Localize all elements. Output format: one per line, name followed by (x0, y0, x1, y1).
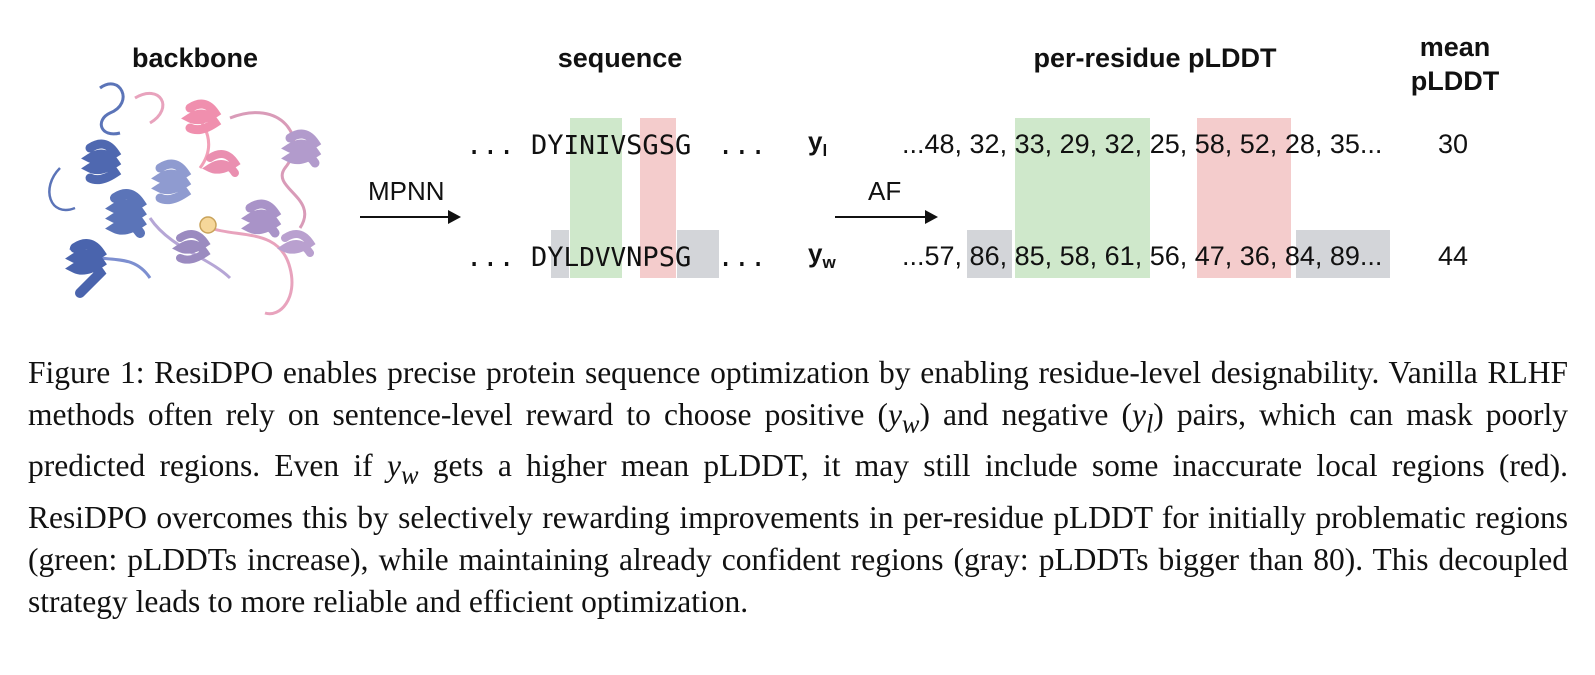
header-mean-line2: pLDDT (1410, 66, 1500, 96)
figure-caption: Figure 1: ResiDPO enables precise protei… (28, 352, 1568, 623)
seq-yw-suffix: ... (701, 242, 767, 273)
header-backbone: backbone (131, 43, 259, 73)
plddt-yw-highlight-gray2 (1296, 230, 1390, 278)
label-yl-main: y (808, 126, 823, 156)
seq-yw-green: LDVV (563, 243, 627, 273)
seq-yw-highlight-gray2 (677, 230, 719, 278)
header-per-residue-plddt: per-residue pLDDT (1033, 43, 1277, 73)
caption-yw-1-main: y (887, 397, 902, 432)
seq-yw-prefix: ... D (466, 242, 548, 273)
seq-yl-prefix: ... DY (466, 130, 564, 161)
plddt-yw-red: 47, 36, (1194, 241, 1278, 271)
seq-yw-highlight-gray1 (551, 230, 569, 278)
seq-yl-red: SG (626, 130, 659, 161)
plddt-yl-green: 33, 29, 32, (1014, 129, 1143, 159)
caption-part1: Figure 1: ResiDPO enables precise protei… (28, 355, 1568, 432)
caption-part3: ) pairs, which can mask poorly predicted… (28, 397, 1568, 484)
plddt-yw-green: 85, 58, 61, (1007, 241, 1143, 271)
plddt-highlight-green (1015, 118, 1150, 278)
figure: backbone sequence per-residue pLDDT mean… (48, 30, 1510, 316)
header-mean-line1: mean (1419, 32, 1491, 62)
header-mean-plddt: mean pLDDT (1400, 30, 1510, 98)
caption-part2: ) and negative ( (919, 397, 1132, 432)
seq-yl-green: INIV (563, 131, 627, 161)
plddt-yw-highlight-gray1 (967, 230, 1012, 278)
plddt-yw-gray2: 84, 89... (1277, 241, 1383, 271)
plddt-yw-b: 56, (1142, 241, 1195, 271)
sequence-yw: ... DYLDVVNPSG ... (466, 242, 766, 273)
label-yw-main: y (808, 238, 823, 268)
mean-plddt-yl: 30 (1438, 129, 1469, 159)
seq-yw-gray1: Y (547, 242, 564, 273)
arrow-af-head (925, 210, 938, 224)
plddt-yw-gray1: 86, (969, 241, 1008, 271)
plddt-yl-a: ...48, 32, (902, 129, 1015, 159)
caption-yw-1: yw (887, 397, 920, 438)
arrow-mpnn-head (448, 210, 461, 224)
seq-highlight-green (570, 118, 622, 278)
seq-yl-end: SG (658, 130, 692, 161)
caption-yw-2: yw (386, 448, 419, 489)
plddt-yw: ...57, 86, 85, 58, 61, 56, 47, 36, 84, 8… (902, 241, 1382, 272)
seq-highlight-red (640, 118, 676, 278)
caption-part4: gets a higher mean pLDDT, it may still i… (28, 448, 1568, 619)
label-yl-sub: l (822, 141, 828, 161)
caption-yw-1-sub: w (901, 409, 920, 439)
header-sequence: sequence (557, 43, 683, 73)
caption-yl-1-sub: l (1145, 409, 1154, 439)
plddt-yw-a: ...57, (902, 241, 970, 271)
arrow-label-mpnn: MPNN (368, 176, 445, 206)
plddt-yl-c: 28, 35... (1277, 129, 1383, 159)
arrow-af-line (835, 216, 927, 218)
arrow-label-af: AF (868, 176, 902, 206)
mean-plddt-yw: 44 (1438, 241, 1469, 271)
caption-yw-2-main: y (386, 448, 401, 484)
plddt-highlight-red (1197, 118, 1291, 278)
plddt-yl-b: 25, (1142, 129, 1195, 159)
sequence-yl: ... DYINIVSGSG ... (466, 130, 766, 161)
plddt-yl-red: 58, 52, (1194, 129, 1278, 159)
protein-backbone-illustration (48, 82, 322, 316)
seq-yl-suffix: ... (701, 130, 767, 161)
label-yl: yl (808, 126, 827, 161)
label-yw-sub: w (822, 253, 836, 273)
label-yw: yw (808, 238, 836, 273)
seq-yw-red: NP (626, 242, 659, 273)
caption-yl-1: yl (1132, 397, 1153, 438)
caption-yw-2-sub: w (400, 460, 419, 490)
arrow-mpnn-line (360, 216, 450, 218)
caption-yl-1-main: y (1132, 397, 1146, 432)
plddt-yl: ...48, 32, 33, 29, 32, 25, 58, 52, 28, 3… (902, 129, 1382, 160)
seq-yw-gray2: SG (658, 242, 692, 273)
